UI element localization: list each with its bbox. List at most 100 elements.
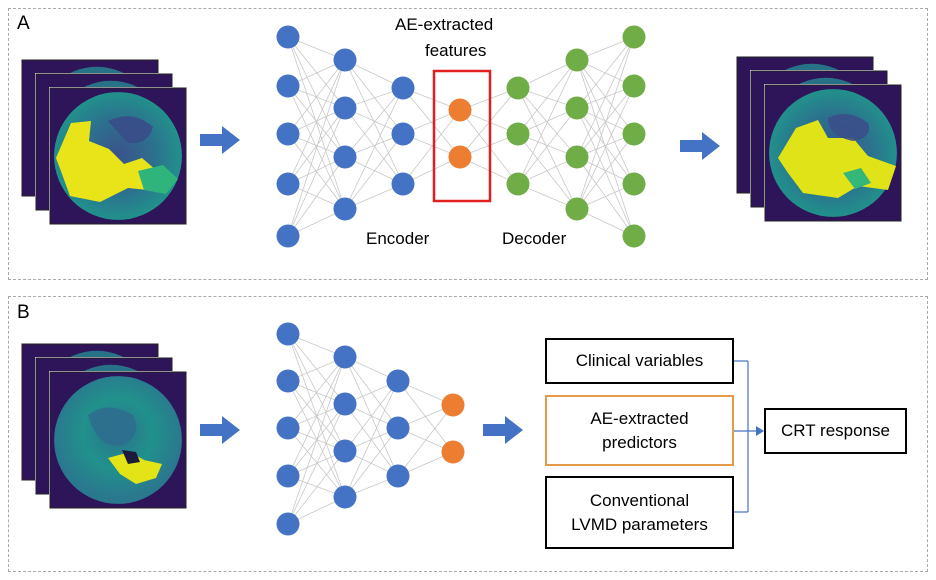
autoencoder-node-layer-7: [622, 172, 646, 196]
encoder-b-node-layer-2: [333, 439, 357, 463]
input-b-hot-region: [108, 452, 162, 484]
encoder-b-node-layer-4: [441, 393, 465, 417]
autoencoder-node-layer-5: [506, 76, 530, 100]
encoder-b-connection: [344, 380, 399, 498]
autoencoder-node-layer-7: [622, 224, 646, 248]
encoder-b-node-layer-3: [386, 369, 410, 393]
features-label-line1: AE-extracted: [395, 15, 494, 34]
encoder-b-node-layer-1: [276, 322, 300, 346]
encoder-b-connection: [287, 380, 346, 498]
encoder-b-node-layer-1: [276, 464, 300, 488]
autoencoder-node-layer-6: [565, 197, 589, 221]
autoencoder-node-layer-7: [622, 74, 646, 98]
encoder-b-node-layer-1: [276, 416, 300, 440]
autoencoder-node-layer-1: [276, 74, 300, 98]
encoder-label: Encoder: [366, 229, 430, 248]
crt-response-box: CRT response: [764, 408, 907, 454]
autoencoder-connection: [576, 36, 635, 109]
autoencoder-node-layer-3: [391, 122, 415, 146]
encoder-b-connection: [287, 450, 346, 525]
input-arrow-b: [200, 416, 240, 444]
autoencoder-node-layer-1: [276, 224, 300, 248]
autoencoder-connection: [517, 87, 578, 210]
conventional-lvmd-box: Conventional LVMD parameters: [545, 476, 734, 549]
autoencoder-connection: [287, 107, 346, 185]
autoencoder-connection: [576, 107, 635, 185]
encoder-b-node-layer-1: [276, 369, 300, 393]
autoencoder-connection: [287, 107, 346, 237]
autoencoder-connection: [576, 85, 635, 158]
autoencoder-node-layer-1: [276, 172, 300, 196]
panel-b: [8, 296, 928, 572]
panel-a: [8, 8, 928, 280]
autoencoder-node-layer-5: [506, 172, 530, 196]
autoencoder-node-layer-7: [622, 122, 646, 146]
encoder-b-connection: [287, 427, 346, 498]
autoencoder-connection: [517, 59, 578, 135]
output-arrow-a: [680, 132, 720, 160]
autoencoder-node-layer-6: [565, 96, 589, 120]
encoder-b-connection: [344, 380, 399, 452]
encoder-b-node-layer-2: [333, 485, 357, 509]
input-a-polar-map-3: [49, 87, 187, 225]
encoder-b-node-layer-3: [386, 416, 410, 440]
autoencoder-connection: [344, 107, 404, 185]
encoder-b-connection: [287, 403, 346, 525]
autoencoder-connection: [344, 87, 404, 210]
input-a-mid-region: [138, 165, 178, 194]
autoencoder-connection: [344, 59, 404, 135]
encoder-b-node-layer-1: [276, 512, 300, 536]
autoencoder-connection: [344, 87, 404, 158]
autoencoder-connection: [287, 156, 346, 237]
autoencoder-node-layer-6: [565, 145, 589, 169]
autoencoder-node-layer-6: [565, 48, 589, 72]
ae-predictors-label-line2: predictors: [602, 432, 677, 452]
encoder-b-node-layer-2: [333, 392, 357, 416]
encoder-b-node-layer-4: [441, 440, 465, 464]
features-arrow-b: [483, 416, 523, 444]
encoder-b-node-layer-3: [386, 464, 410, 488]
encoder-b-connection: [344, 403, 399, 477]
autoencoder-node-layer-2: [333, 96, 357, 120]
encoder-b-connection: [287, 356, 346, 477]
input-arrow-a: [200, 126, 240, 154]
autoencoder-connection: [402, 87, 461, 158]
autoencoder-node-layer-1: [276, 122, 300, 146]
panel-b-letter: B: [17, 302, 30, 323]
output-a-mid-region: [843, 168, 871, 189]
autoencoder-connection: [287, 59, 346, 185]
autoencoder-connection: [576, 85, 635, 210]
input-b-polar-map-3: [49, 371, 187, 509]
input-b-dark-patch: [122, 450, 140, 464]
ae-predictors-label-line1: AE-extracted: [590, 408, 689, 428]
autoencoder-connection: [517, 133, 578, 210]
input-b-dark-region: [88, 407, 137, 446]
autoencoder-connection: [287, 36, 346, 210]
panel-a-letter: A: [17, 13, 30, 34]
encoder-b-connection: [287, 356, 346, 429]
autoencoder-node-layer-2: [333, 197, 357, 221]
clinical-variables-box: Clinical variables: [545, 338, 734, 384]
autoencoder-node-layer-3: [391, 172, 415, 196]
autoencoder-connection: [287, 36, 346, 109]
output-a-polar-map-3: [764, 84, 902, 222]
encoder-b-node-layer-2: [333, 345, 357, 369]
ae-predictors-box: AE-extracted predictors: [545, 395, 734, 466]
autoencoder-node-layer-1: [276, 25, 300, 49]
autoencoder-connection: [344, 133, 404, 210]
input-a-hot-region: [56, 121, 156, 202]
features-label-line2: features: [425, 41, 487, 60]
autoencoder-node-layer-5: [506, 122, 530, 146]
encoder-b-connection: [397, 404, 454, 477]
autoencoder-connection: [576, 133, 635, 210]
input-a-dark-region: [108, 116, 153, 144]
autoencoder-connection: [287, 59, 346, 237]
encoder-b-connection: [344, 427, 399, 498]
autoencoder-node-layer-3: [391, 76, 415, 100]
clinical-variables-label: Clinical variables: [575, 351, 704, 370]
crt-arrowhead: [756, 426, 764, 436]
conventional-lvmd-label-line2: LVMD parameters: [571, 514, 708, 534]
output-a-dark-region: [828, 114, 869, 141]
latent-highlight-box: [432, 69, 492, 203]
